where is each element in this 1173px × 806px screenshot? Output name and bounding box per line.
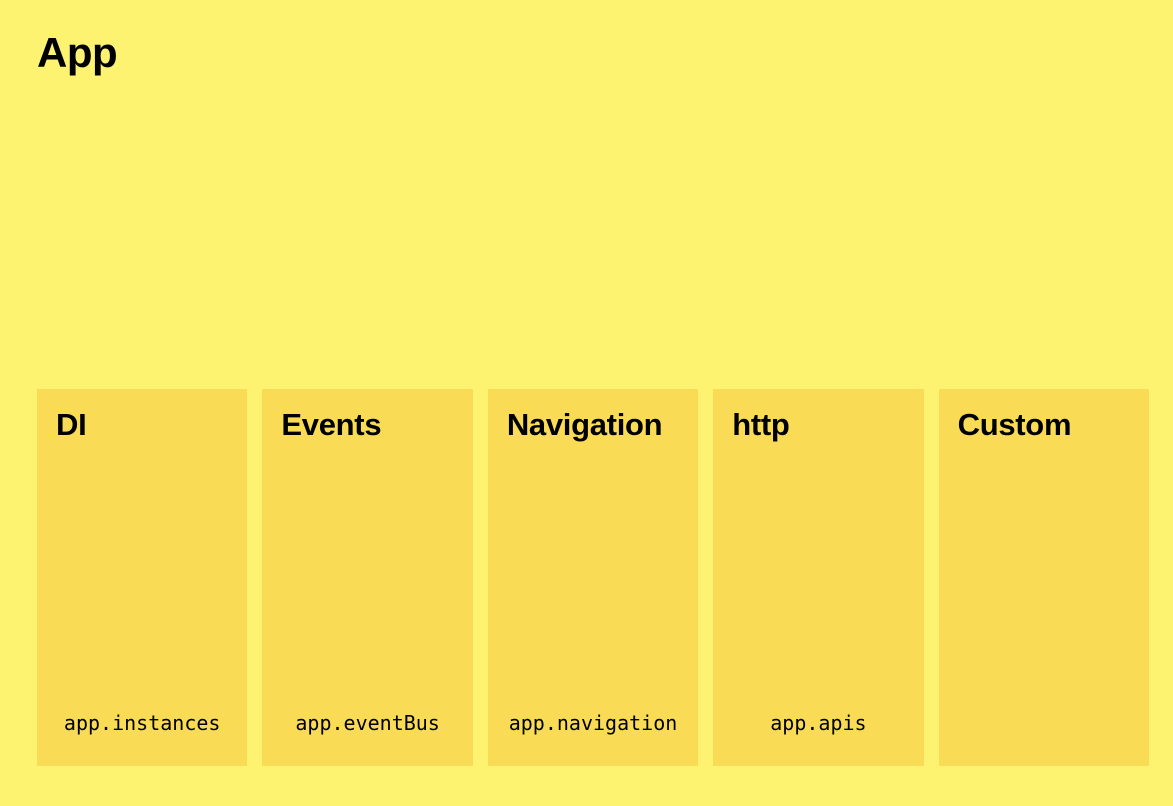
module-navigation-title: Navigation [506,407,663,442]
module-http-title: http [732,407,790,442]
module-events-code: app.eventBus [295,711,440,735]
module-http-code: app.apis [770,711,867,735]
app-title: App [37,29,118,76]
module-custom-title: Custom [957,407,1072,442]
module-di-title: DI [56,407,87,442]
module-http: http app.apis [713,389,924,766]
module-navigation-code: app.navigation [508,711,678,735]
module-navigation: Navigation app.navigation [487,389,699,766]
module-row: DI app.instances Events app.eventBus Nav… [37,389,1150,766]
module-di: DI app.instances [37,389,248,766]
module-di-code: app.instances [63,711,221,735]
module-custom: Custom [938,389,1150,766]
module-events: Events app.eventBus [262,389,473,766]
module-events-title: Events [281,407,382,442]
